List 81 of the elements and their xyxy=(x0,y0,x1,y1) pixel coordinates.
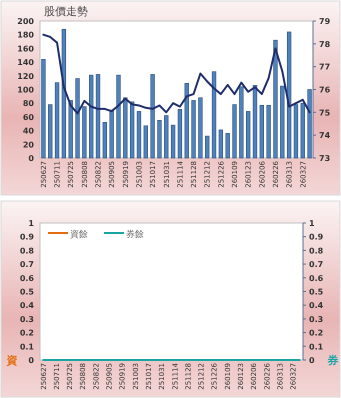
bar xyxy=(280,86,284,158)
bar xyxy=(300,102,305,158)
bar xyxy=(191,100,196,158)
bar xyxy=(123,97,128,158)
bar xyxy=(102,122,108,158)
y-tick-label: 0.3 xyxy=(20,314,34,324)
y-tick-label: 120 xyxy=(17,72,34,81)
y2-tick-label: 0 xyxy=(309,356,315,365)
y-tick-label: 160 xyxy=(17,44,34,54)
bar xyxy=(170,124,176,158)
bar xyxy=(164,115,168,158)
bar xyxy=(54,82,60,158)
y2-tick-label: 0.1 xyxy=(309,342,324,352)
y-tick-label: 0.7 xyxy=(20,260,34,270)
y2-tick-label: 75 xyxy=(319,108,331,118)
bar xyxy=(246,111,250,158)
legend-label: 券餘 xyxy=(126,229,144,240)
y-tick-label: 0 xyxy=(28,356,34,365)
y2-tick-label: 73 xyxy=(319,154,330,163)
bar xyxy=(136,111,142,158)
y2-tick-label: 0.5 xyxy=(309,288,324,296)
bar xyxy=(260,104,264,158)
y-tick-label: 200 xyxy=(17,17,34,26)
y2-tick-label: 78 xyxy=(319,40,331,49)
bar xyxy=(294,104,298,158)
y2-tick-label: 1 xyxy=(309,219,315,228)
bar xyxy=(205,136,210,158)
y2-tick-label: 0.8 xyxy=(309,246,324,256)
bar xyxy=(307,89,312,158)
bar xyxy=(198,97,203,158)
bar xyxy=(130,102,134,158)
bar xyxy=(48,104,52,158)
bar xyxy=(150,74,155,158)
bar xyxy=(157,120,162,158)
bar xyxy=(232,104,237,158)
y2-tick-label: 0.6 xyxy=(309,274,324,283)
y-tick-label: 60 xyxy=(22,112,34,122)
y-tick-label: 100 xyxy=(17,86,34,94)
y-tick-label: 0.9 xyxy=(20,232,34,242)
y2-axis-title: 券 xyxy=(326,354,340,367)
y-tick-label: 180 xyxy=(17,30,34,40)
legend-label: 資餘 xyxy=(70,229,88,240)
y2-tick-label: 76 xyxy=(319,86,331,94)
y2-tick-label: 0.2 xyxy=(309,328,324,338)
bar xyxy=(62,28,66,158)
y-axis-title: 資 xyxy=(6,354,18,367)
bar xyxy=(266,104,271,158)
y-tick-label: 80 xyxy=(22,99,34,108)
y-tick-label: 140 xyxy=(17,58,34,68)
y-tick-label: 0.1 xyxy=(20,342,34,352)
y-tick-label: 0.6 xyxy=(20,274,34,283)
bar xyxy=(178,109,182,158)
bar xyxy=(41,59,46,158)
bar xyxy=(239,86,244,158)
y2-tick-label: 0.7 xyxy=(309,260,324,270)
bar xyxy=(109,110,114,158)
y2-tick-label: 0.9 xyxy=(309,232,324,242)
y-tick-label: 0.4 xyxy=(20,301,34,310)
y2-tick-label: 74 xyxy=(319,131,331,140)
bar xyxy=(226,133,230,158)
chart-title: 股價走勢 xyxy=(44,5,88,18)
bar xyxy=(218,130,224,158)
y2-tick-label: 77 xyxy=(319,62,330,72)
bar xyxy=(286,32,292,158)
y2-tick-label: 79 xyxy=(319,17,331,26)
y-tick-label: 1 xyxy=(28,219,34,228)
y-tick-label: 20 xyxy=(22,140,34,150)
bar xyxy=(96,74,100,158)
y2-tick-label: 0.3 xyxy=(309,314,324,324)
bar xyxy=(144,126,148,158)
y2-tick-label: 0.4 xyxy=(309,301,324,310)
y-tick-label: 40 xyxy=(22,126,34,136)
y-tick-label: 0.8 xyxy=(20,246,34,256)
bar xyxy=(68,100,73,158)
y-tick-label: 0 xyxy=(28,154,34,163)
bar xyxy=(184,83,189,158)
line-series xyxy=(42,34,311,114)
y-tick-label: 0.5 xyxy=(20,288,34,296)
bar xyxy=(82,106,87,158)
y-tick-label: 0.2 xyxy=(20,328,34,338)
bar xyxy=(89,74,94,158)
